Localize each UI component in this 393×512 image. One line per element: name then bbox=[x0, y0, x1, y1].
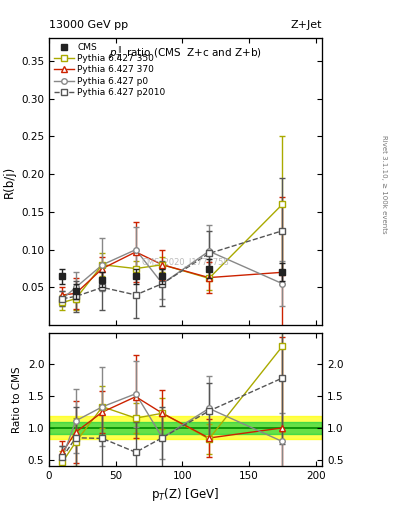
Text: 13000 GeV pp: 13000 GeV pp bbox=[49, 20, 128, 30]
Y-axis label: R(b/j): R(b/j) bbox=[3, 166, 16, 198]
Text: Z+Jet: Z+Jet bbox=[291, 20, 322, 30]
Legend: CMS, Pythia 6.427 350, Pythia 6.427 370, Pythia 6.427 p0, Pythia 6.427 p2010: CMS, Pythia 6.427 350, Pythia 6.427 370,… bbox=[52, 41, 167, 99]
Text: $p_T^{\parallel}$ ratio (CMS  Z+c and Z+b): $p_T^{\parallel}$ ratio (CMS Z+c and Z+b… bbox=[109, 44, 262, 62]
Bar bbox=[49, 421, 322, 434]
X-axis label: p$_T$(Z) [GeV]: p$_T$(Z) [GeV] bbox=[151, 486, 220, 503]
Text: Rivet 3.1.10, ≥ 100k events: Rivet 3.1.10, ≥ 100k events bbox=[381, 135, 387, 233]
Y-axis label: Ratio to CMS: Ratio to CMS bbox=[12, 366, 22, 433]
Text: CMS_2020_I1776758: CMS_2020_I1776758 bbox=[142, 258, 230, 267]
Bar bbox=[49, 416, 322, 439]
